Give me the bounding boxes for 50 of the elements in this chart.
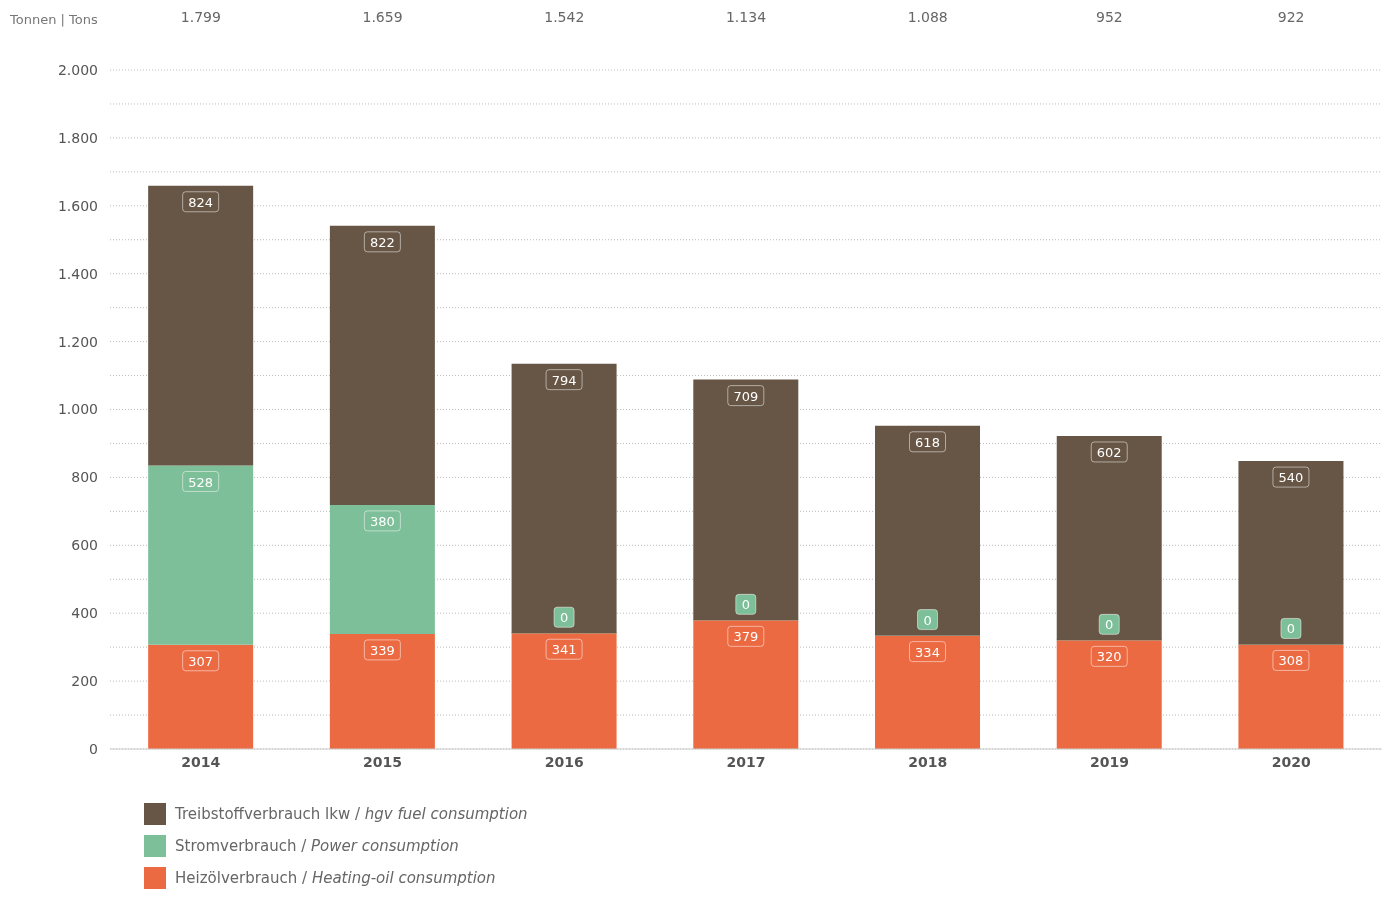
data-label: 528 [188,474,214,490]
data-label: 320 [1096,649,1122,665]
legend-label: Treibstoffverbrauch lkw / hgv fuel consumption [175,805,528,823]
data-label: 709 [733,388,759,404]
data-label: 307 [188,653,214,669]
data-label: 339 [369,642,395,658]
data-label: 379 [733,629,759,645]
data-label: 334 [915,644,940,660]
y-tick-label: 1.200 [57,333,98,350]
data-label: 822 [369,234,395,250]
y-tick-label: 1.600 [57,197,98,214]
text: 1.134 [725,9,767,25]
legend-label: Heizölverbrauch / Heating-oil consumption [175,869,496,887]
y-tick-label: 800 [71,469,98,486]
data-label: 618 [915,434,940,450]
x-tick-label: 2017 [726,753,766,770]
data-label: 540 [1278,470,1304,486]
text: 952 [1096,9,1123,25]
data-label: 0 [1286,621,1296,637]
x-tick-label: 2015 [363,753,403,770]
y-tick-label: 600 [71,537,98,554]
data-label: 602 [1096,444,1122,460]
y-tick-label: 1.400 [57,265,98,282]
x-tick-label: 2016 [544,753,584,770]
data-label: 380 [369,513,395,529]
x-tick-label: 2018 [908,753,948,770]
data-label: 0 [741,597,750,613]
data-label: 0 [923,612,932,628]
text: 1.542 [544,9,585,25]
legend-label: Stromverbrauch / Power consumption [175,837,459,855]
data-label: 341 [551,642,577,658]
y-tick-label: 2.000 [57,61,98,78]
text: 922 [1277,9,1305,25]
x-tick-label: 2019 [1089,753,1129,770]
text: 1.799 [180,9,221,25]
x-tick-label: 2020 [1271,753,1311,770]
x-tick-label: 2014 [181,753,221,770]
data-label: 308 [1278,653,1304,669]
y-tick-label: 400 [71,605,98,622]
y-axis-title: Tonnen | Tons [10,12,98,27]
data-label: 824 [188,194,214,210]
data-label: 794 [551,372,577,388]
y-tick-label: 1.000 [57,401,98,418]
text: 1.088 [907,9,948,25]
text: 1.659 [362,9,403,25]
data-label: 0 [1105,617,1114,633]
y-tick-label: 0 [89,740,98,757]
y-tick-label: 1.800 [57,129,98,146]
y-tick-label: 200 [71,673,98,690]
data-label: 0 [559,610,569,626]
